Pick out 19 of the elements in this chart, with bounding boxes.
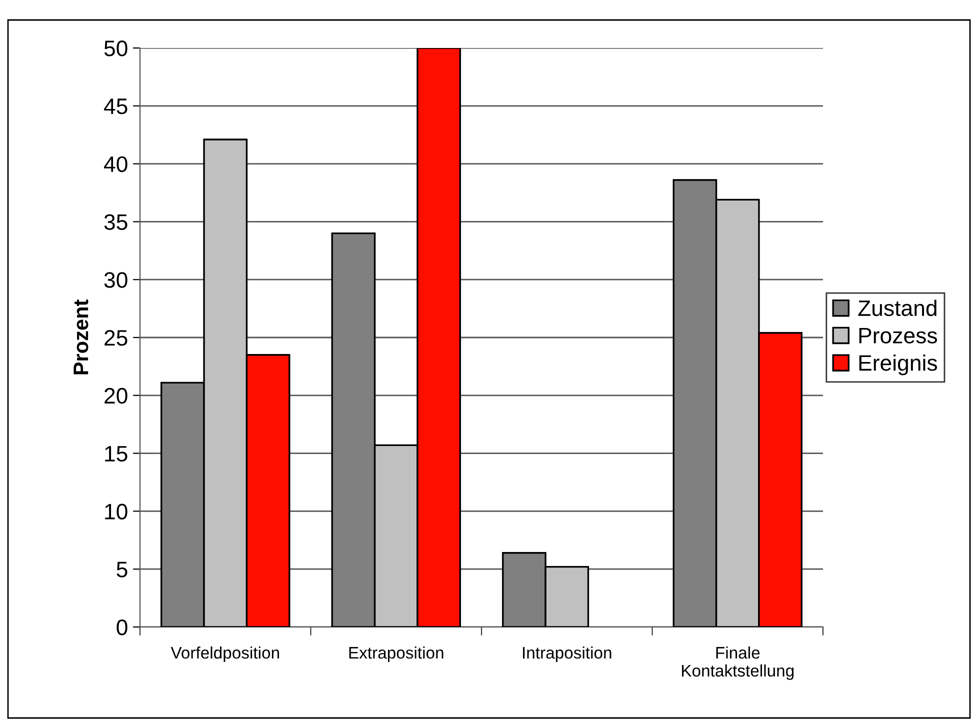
- y-tick-label: 10: [105, 504, 128, 520]
- y-tick-label: 5: [116, 562, 128, 578]
- x-tick-label: Vorfeldposition: [170, 646, 279, 662]
- x-tick-label: Finale Kontaktstellung: [682, 646, 794, 680]
- y-tick-label: 20: [104, 388, 128, 404]
- legend-label: Zustand: [858, 300, 936, 316]
- y-tick-label: 30: [104, 272, 128, 288]
- y-tick-label: 50: [104, 40, 128, 56]
- legend-label: Prozess: [859, 328, 937, 344]
- y-tick-label: 40: [104, 156, 128, 172]
- x-tick-label: Extraposition: [349, 646, 444, 662]
- y-axis-title: Prozent: [74, 300, 88, 374]
- y-tick-label: 25: [104, 330, 128, 346]
- y-tick-label: 15: [105, 446, 128, 462]
- legend-label: Ereignis: [859, 354, 938, 376]
- x-tick-label: Intraposition: [523, 646, 612, 662]
- y-tick-label: 35: [104, 214, 128, 230]
- y-tick-label: 0: [116, 620, 128, 636]
- y-tick-label: 45: [104, 98, 128, 114]
